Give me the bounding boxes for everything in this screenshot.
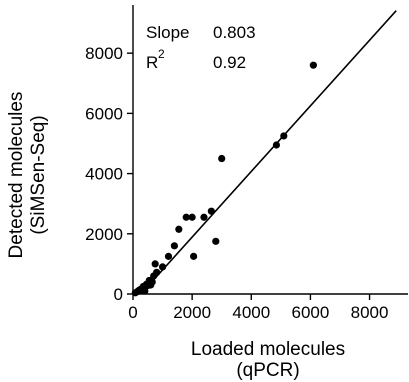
x-tick-label: 2000: [173, 303, 211, 322]
y-tick-label: 6000: [85, 104, 123, 123]
y-tick-label: 4000: [85, 165, 123, 184]
data-point: [170, 242, 178, 250]
data-point: [148, 278, 156, 286]
x-tick-label: 0: [128, 303, 137, 322]
x-tick-label: 6000: [292, 303, 330, 322]
x-tick-label: 8000: [351, 303, 389, 322]
data-point: [175, 225, 183, 233]
data-point: [151, 260, 159, 268]
x-tick-label: 4000: [232, 303, 270, 322]
x-axis-title-line2: (qPCR): [236, 360, 299, 381]
data-point: [218, 154, 226, 163]
slope-label: Slope: [146, 23, 189, 42]
r-squared-superscript: 2: [158, 47, 165, 61]
regression-line: [140, 10, 397, 295]
data-point: [207, 207, 215, 215]
x-axis-title-line1: Loaded molecules: [191, 339, 345, 360]
y-tick-label: 0: [114, 285, 123, 304]
data-point: [190, 252, 198, 260]
slope-value: 0.803: [213, 23, 256, 42]
y-tick-label: 2000: [85, 225, 123, 244]
data-point: [280, 132, 288, 140]
data-point: [153, 268, 161, 276]
data-point: [212, 237, 220, 245]
data-point: [272, 141, 281, 149]
y-axis-title-line2: (SiMSen-Seq): [28, 115, 49, 234]
annotation-box: Slope 0.803 R 2 0.92: [146, 23, 256, 72]
y-tick-label: 8000: [85, 44, 123, 63]
r-squared-label: R: [146, 53, 158, 72]
y-axis-title-line1: Detected molecules: [6, 92, 27, 259]
data-point: [309, 61, 317, 69]
data-point: [188, 213, 196, 221]
data-point: [200, 213, 208, 221]
data-point: [182, 213, 190, 221]
r-squared-value: 0.92: [213, 53, 246, 72]
data-point: [164, 252, 173, 260]
data-point: [158, 263, 167, 271]
data-point: [141, 287, 149, 295]
